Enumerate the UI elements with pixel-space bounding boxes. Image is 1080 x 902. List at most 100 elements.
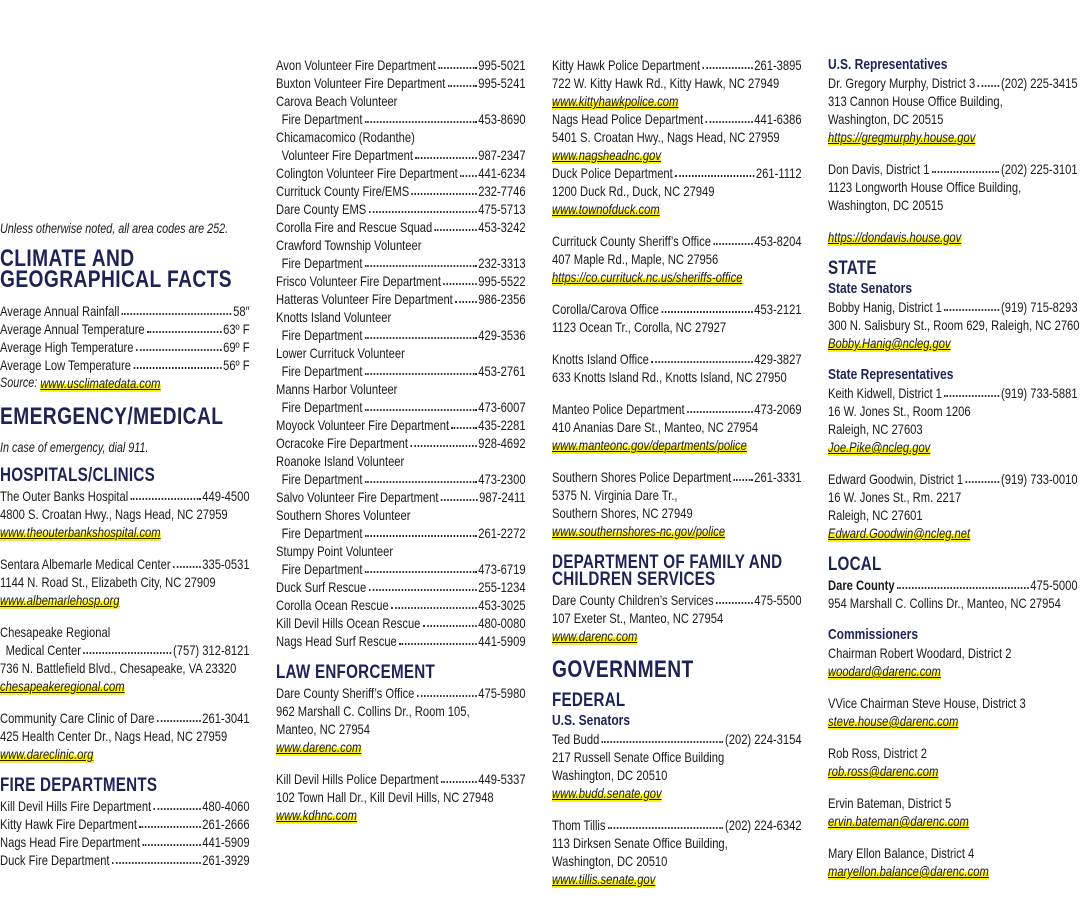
entry-row: Volunteer Fire Department 987-2347: [276, 146, 526, 164]
entry-name: Lower Currituck Volunteer: [276, 345, 405, 361]
group-label: U.S. Representatives: [828, 56, 948, 73]
link[interactable]: www.usclimatedata.com: [40, 374, 161, 392]
link-row: https://co.currituck.nc.us/sheriffs-offi…: [552, 268, 802, 286]
link[interactable]: www.tillis.senate.gov: [552, 870, 656, 888]
entry-block: Ervin Bateman, District 5 ervin.bateman@d…: [828, 794, 1078, 830]
entry-name: Frisco Volunteer Fire Department: [276, 273, 441, 289]
link-row: www.darenc.com: [552, 627, 802, 645]
address-line: 954 Marshall C. Collins Dr., Manteo, NC …: [828, 595, 1061, 611]
entry-value: 475-5500: [754, 592, 802, 608]
address-line: 102 Town Hall Dr., Kill Devil Hills, NC …: [276, 789, 494, 805]
link[interactable]: Joe.Pike@ncleg.gov: [828, 438, 931, 456]
link[interactable]: www.townofduck.com: [552, 200, 660, 218]
entry-value: (919) 733-5881: [1001, 385, 1078, 401]
entry-name: Ted Budd: [552, 731, 600, 747]
link[interactable]: www.budd.senate.gov: [552, 784, 662, 802]
link[interactable]: chesapeakeregional.com: [0, 677, 125, 695]
link-row: www.nagsheadnc.gov: [552, 146, 802, 164]
link[interactable]: Edward.Goodwin@ncleg.net: [828, 524, 971, 542]
entry-name: The Outer Banks Hospital: [0, 488, 129, 504]
entry-row: Ocracoke Fire Department 928-4692: [276, 434, 526, 452]
entry-row: Sentara Albemarle Medical Center 335-0531: [0, 555, 250, 573]
dot-leader: [438, 56, 477, 69]
subsection-heading: STATE: [828, 258, 877, 279]
entry-row: Colington Volunteer Fire Department 441-6…: [276, 164, 526, 182]
entry-name: Average Annual Temperature: [0, 321, 145, 337]
entry-value: 928-4692: [478, 435, 526, 451]
link-row: https://dondavis.house.gov: [828, 228, 1078, 246]
dot-leader: [364, 398, 477, 411]
link[interactable]: www.albemarlehosp.org: [0, 591, 120, 609]
address-line: Chairman Robert Woodard, District 2: [828, 645, 1012, 661]
link[interactable]: https://gregmurphy.house.gov: [828, 128, 976, 146]
link[interactable]: www.manteonc.gov/departments/police: [552, 436, 747, 454]
entry-block: Dare County Sheriff’s Office 475-5980 962 …: [276, 684, 526, 756]
link[interactable]: woodard@darenc.com: [828, 662, 941, 680]
entry-name: Avon Volunteer Fire Department: [276, 57, 436, 73]
address-line: 300 N. Salisbury St., Room 629, Raleigh,…: [828, 317, 1080, 333]
link-row: steve.house@darenc.com: [828, 712, 1078, 730]
address-line: 1144 N. Road St., Elizabeth City, NC 279…: [0, 574, 216, 590]
link[interactable]: www.dareclinic.org: [0, 745, 94, 763]
dot-leader: [451, 416, 477, 429]
entry-name: Keith Kidwell, District 1: [828, 385, 942, 401]
entry-row: Kill Devil Hills Ocean Rescue 480-0080: [276, 614, 526, 632]
entry-row: Dare County Sheriff’s Office 475-5980: [276, 684, 526, 702]
address-line: Washington, DC 20510: [552, 853, 668, 869]
link[interactable]: www.kdhnc.com: [276, 806, 357, 824]
entry-value: 453-2121: [754, 301, 802, 317]
entry-block: Average Annual Rainfall 58″ Average Annual…: [0, 302, 250, 392]
entry-name: Kill Devil Hills Fire Department: [0, 798, 152, 814]
entry-block: https://dondavis.house.gov: [828, 228, 1078, 246]
entry-row: Bobby Hanig, District 1 (919) 715-8293: [828, 298, 1078, 316]
dot-leader: [607, 816, 724, 829]
entry-row: Dare County EMS 475-5713: [276, 200, 526, 218]
dot-leader: [447, 74, 477, 87]
entry-name: Average Annual Rainfall: [0, 303, 120, 319]
link[interactable]: www.kittyhawkpolice.com: [552, 92, 679, 110]
entry-value: 429-3536: [478, 327, 526, 343]
entry-row: Don Davis, District 1 (202) 225-3101: [828, 160, 1078, 178]
dot-leader: [410, 434, 477, 447]
address-line: 16 W. Jones St., Room 1206: [828, 403, 971, 419]
link[interactable]: www.darenc.com: [276, 738, 362, 756]
entry-row: Currituck County Sheriff’s Office 453-820…: [552, 232, 802, 250]
dot-leader: [142, 833, 201, 846]
entry-block: Bobby Hanig, District 1 (919) 715-8293 300…: [828, 298, 1080, 352]
dot-leader: [687, 400, 753, 413]
link[interactable]: https://co.currituck.nc.us/sheriffs-offi…: [552, 268, 743, 286]
link-row: www.albemarlehosp.org: [0, 591, 250, 609]
entry-name: Sentara Albemarle Medical Center: [0, 556, 171, 572]
entry-row: Manteo Police Department 473-2069: [552, 400, 802, 418]
link[interactable]: www.southernshores-nc.gov/police: [552, 522, 726, 540]
entry-name: Dr. Gregory Murphy, District 3: [828, 75, 976, 91]
dot-leader: [416, 684, 477, 697]
link[interactable]: www.nagsheadnc.gov: [552, 146, 661, 164]
entry-value: (202) 225-3415: [1001, 75, 1078, 91]
link[interactable]: ervin.bateman@darenc.com: [828, 812, 969, 830]
entry-block: Kill Devil Hills Fire Department 480-4060…: [0, 797, 250, 869]
link[interactable]: https://dondavis.house.gov: [828, 228, 962, 246]
dot-leader: [422, 614, 477, 627]
link[interactable]: maryellon.balance@darenc.com: [828, 862, 989, 880]
entry-value: 232-3313: [478, 255, 526, 271]
entry-row: Ted Budd (202) 224-3154: [552, 730, 802, 748]
link[interactable]: www.darenc.com: [552, 627, 638, 645]
dot-leader: [931, 160, 1000, 173]
link-row: ervin.bateman@darenc.com: [828, 812, 1078, 830]
dot-leader: [121, 302, 232, 315]
entry-value: 475-5713: [478, 201, 526, 217]
entry-name: Fire Department: [281, 327, 363, 343]
address-line: 633 Knotts Island Rd., Knotts Island, NC…: [552, 369, 787, 385]
link[interactable]: steve.house@darenc.com: [828, 712, 959, 730]
column: Kitty Hawk Police Department 261-3895 722 …: [552, 56, 802, 902]
address-line: 407 Maple Rd., Maple, NC 27956: [552, 251, 719, 267]
subsection-heading: LOCAL: [828, 554, 882, 575]
link[interactable]: Bobby.Hanig@ncleg.gov: [828, 334, 951, 352]
dot-leader: [977, 74, 1000, 87]
entry-value: 987-2411: [479, 489, 526, 505]
link[interactable]: rob.ross@darenc.com: [828, 762, 939, 780]
link[interactable]: www.theouterbankshospital.com: [0, 523, 161, 541]
dot-leader: [601, 730, 724, 743]
entry-value: 995-5241: [478, 75, 526, 91]
